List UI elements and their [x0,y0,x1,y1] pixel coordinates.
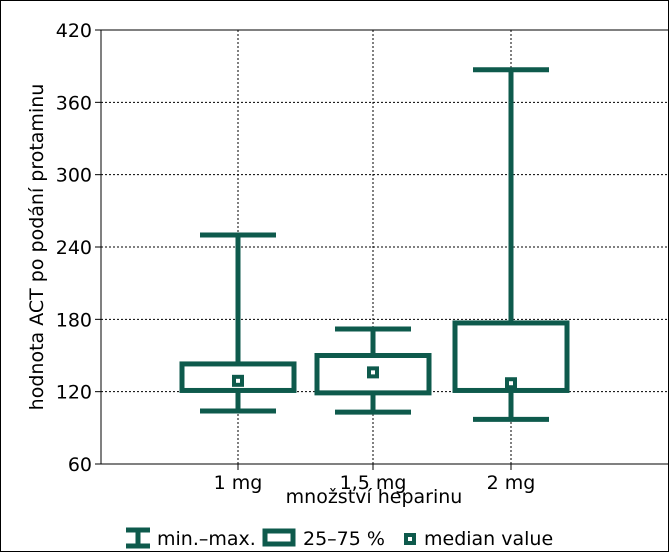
y-tick-label: 360 [56,92,92,114]
legend: min.–max. 25–75 % median value [126,527,553,550]
grid-lines [101,30,669,464]
y-tick-label: 120 [56,382,92,404]
y-tick-label: 180 [56,309,92,331]
x-tick-label: 2 mg [487,472,536,494]
iqr-box [179,361,297,393]
median-marker-center [509,381,513,386]
x-tick-label: 1,5 mg [340,472,407,494]
legend-whisker-label: min.–max. [157,528,256,550]
box-marks [179,67,570,422]
legend-whisker-icon [126,527,150,549]
box-group [314,326,432,415]
legend-box-icon [262,528,296,547]
x-axis-ticks: 1 mg 1,5 mg 2 mg [214,464,536,494]
x-tick-label: 1 mg [214,472,263,494]
y-tick-label: 60 [68,454,92,476]
median-marker-center [236,378,240,383]
y-axis-label: hodnota ACT po podání protaminu [26,84,48,411]
box-group [452,67,570,422]
y-tick-label: 420 [56,20,92,42]
x-axis-label: množství heparinu [286,486,463,508]
y-axis-ticks: 60 120 180 240 300 360 420 [56,20,101,476]
box-group [179,232,297,414]
y-tick-label: 240 [56,237,92,259]
legend-median-icon [404,533,416,545]
legend-median-label: median value [424,528,553,550]
y-tick-label: 300 [56,165,92,187]
legend-box-label: 25–75 % [303,528,385,550]
median-marker-center [371,370,375,375]
